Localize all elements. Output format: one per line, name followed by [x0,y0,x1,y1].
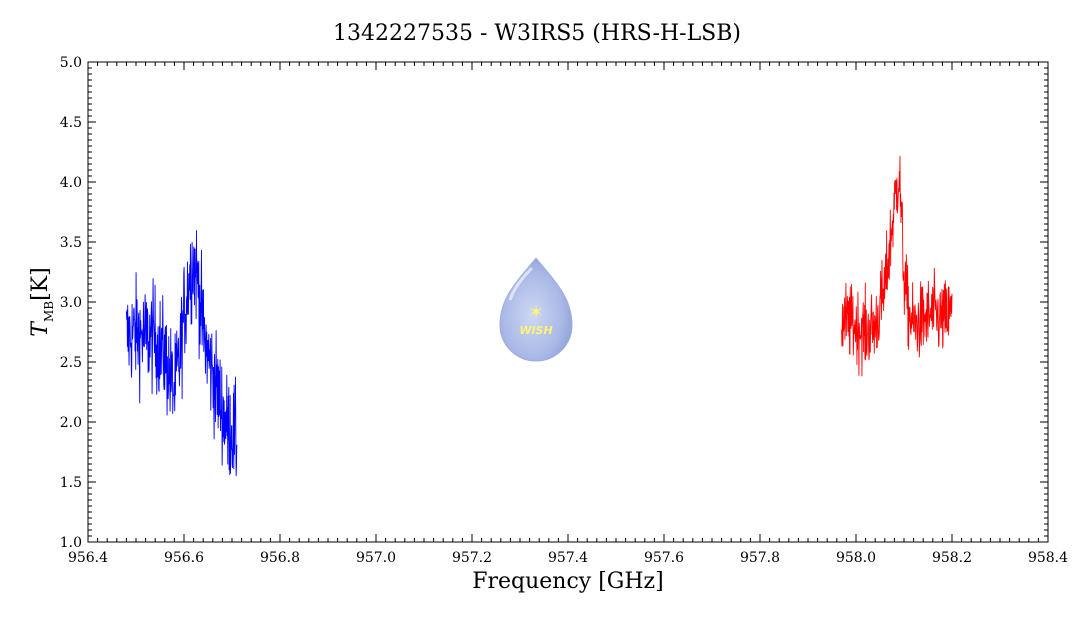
y-tick-label: 1.5 [60,475,82,491]
star-icon: ✶ [528,302,543,323]
svg-text:TMB[K]: TMB[K] [28,267,56,336]
x-tick-label: 958.4 [1028,550,1068,566]
x-tick-label: 958.2 [932,550,972,566]
x-tick-label: 957.0 [356,550,396,566]
y-tick-label: 2.5 [60,355,82,371]
x-tick-label: 957.2 [452,550,492,566]
x-tick-label: 957.8 [740,550,780,566]
x-tick-label: 956.6 [164,550,204,566]
y-axis-symbol: T [28,320,53,337]
y-tick-label: 2.0 [60,415,82,431]
y-tick-label: 3.0 [60,295,82,311]
x-tick-label: 957.6 [644,550,684,566]
logo-text: WISH [519,324,552,337]
x-tick-label: 957.4 [548,550,588,566]
y-axis-label: TMB[K] [28,267,56,336]
x-axis-label: Frequency [GHz] [472,569,664,594]
wish-logo: ✶ WISH [499,257,573,362]
x-tick-label: 958.0 [836,550,876,566]
chart-title: 1342227535 - W3IRS5 (HRS-H-LSB) [333,21,741,46]
y-axis-unit: [K] [28,267,53,301]
spectrum-series-blue [125,230,238,477]
x-tick-label: 956.8 [260,550,300,566]
y-tick-label: 4.0 [60,175,82,191]
y-axis-subscript: MB [42,301,56,322]
y-tick-label: 5.0 [60,55,82,71]
x-tick-label: 956.4 [68,550,108,566]
spectrum-series-red [841,155,953,377]
y-tick-label: 4.5 [60,115,82,131]
y-tick-label: 1.0 [60,535,82,551]
y-tick-label: 3.5 [60,235,82,251]
